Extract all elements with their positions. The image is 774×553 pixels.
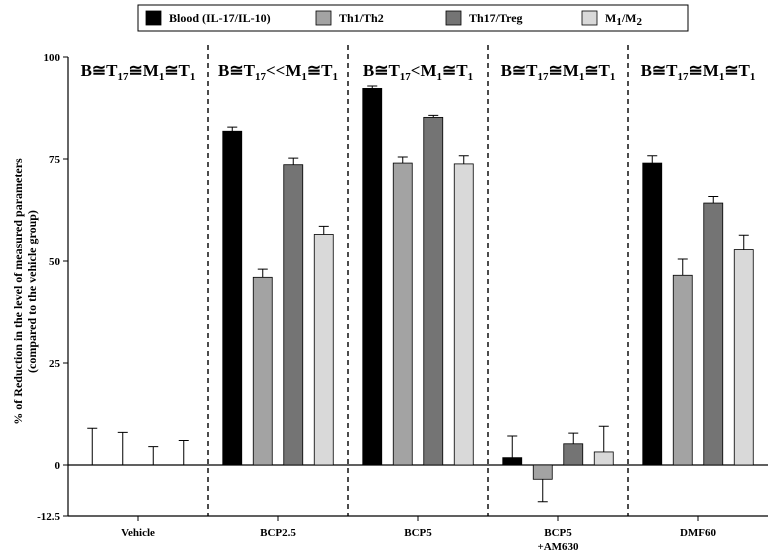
error-bar [178,440,189,465]
error-bar [227,126,238,132]
group-annotation: B≅T17≅M1≅T1 [81,61,196,83]
error-bar [647,155,658,164]
y-tick-label: 25 [49,358,61,370]
legend-swatch [315,10,332,26]
bar [283,164,304,466]
bar [362,88,383,466]
legend-label: M1/M2 [605,11,643,28]
error-bar [148,446,159,465]
bar [563,443,584,466]
bar [532,464,553,480]
error-bar [537,479,548,503]
group-annotation: B≅T17<<M1≅T1 [218,61,338,83]
legend-swatch [145,10,162,26]
legend-label: Th1/Th2 [339,11,384,25]
y-tick-label: 0 [55,460,61,472]
x-category-label: DMF60 [680,527,717,539]
error-bar [367,85,378,89]
bar [502,457,523,466]
legend-swatch [445,10,462,26]
error-bar [568,432,579,444]
error-bar [738,234,749,250]
error-bar [598,425,609,452]
group-annotation: B≅T17≅M1≅T1 [501,61,616,83]
error-bar [428,114,439,118]
error-bar [318,225,329,235]
legend-label: Th17/Treg [469,11,523,25]
error-bar [288,157,299,165]
y-tick-label: 75 [49,154,61,166]
error-bar [257,268,268,278]
error-bar [397,156,408,164]
bar [593,451,614,466]
bar [642,162,663,466]
legend-swatch [581,10,598,26]
group-annotation: B≅T17≅M1≅T1 [641,61,756,83]
bar [392,162,413,466]
bar [423,116,444,466]
error-bar [87,427,98,465]
x-category-label: BCP5 +AM630 [537,527,579,553]
error-bar [708,196,719,204]
bar [222,130,243,466]
bar [672,274,693,466]
y-axis-label: % of Reduction in the level of measured … [11,158,39,425]
y-tick-label: 50 [49,256,61,268]
error-bar [677,258,688,276]
bar [252,276,273,466]
x-category-label: Vehicle [121,527,155,539]
bar [703,202,724,466]
bar [453,163,474,466]
legend-label: Blood (IL-17/IL-10) [169,11,271,25]
x-category-label: BCP5 [404,527,432,539]
error-bar [458,155,469,164]
y-tick-label: -12.5 [37,511,60,523]
y-tick-label: 100 [44,52,61,64]
error-bar [507,435,518,458]
bar [733,249,754,466]
bar [313,234,334,466]
group-annotation: B≅T17<M1≅T1 [363,61,473,83]
error-bar [117,431,128,465]
x-category-label: BCP2.5 [260,527,296,539]
